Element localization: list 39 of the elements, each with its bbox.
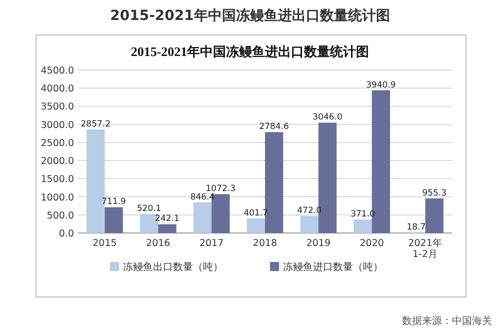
data-label: 955.3	[422, 188, 447, 198]
y-tick-label: 2500.0	[40, 138, 74, 149]
chart-title: 2015-2021年中国冻鳗鱼进出口数量统计图	[110, 7, 390, 24]
x-tick-label: 2021年 1-2月	[408, 237, 442, 260]
x-tick-label: 2017	[199, 238, 224, 249]
legend-label: 冻鳗鱼出口数量（吨）	[123, 261, 223, 273]
data-label: 18.7	[406, 222, 426, 232]
x-tick-label: 2019	[306, 238, 331, 249]
x-tick-label: 2020	[360, 238, 384, 249]
chart-subtitle: 2015-2021年中国冻鳗鱼进出口数量统计图	[130, 44, 370, 59]
bar	[425, 198, 444, 233]
y-tick-label: 2000.0	[40, 156, 74, 168]
y-tick-label: 4000.0	[40, 84, 74, 95]
data-label: 242.1	[155, 214, 180, 224]
bar	[246, 218, 265, 233]
y-tick-label: 3500.0	[40, 102, 74, 113]
bar	[158, 224, 176, 233]
y-tick-label: 1000.0	[40, 192, 74, 204]
x-tick-label: 2015	[92, 238, 117, 249]
data-label: 3046.0	[312, 112, 342, 123]
data-label: 520.1	[136, 204, 162, 214]
y-tick-label: 3000.0	[40, 120, 74, 131]
y-tick-label: 0.0	[58, 228, 74, 240]
data-label: 1072.3	[206, 184, 236, 194]
bar	[193, 202, 212, 233]
data-label: 711.9	[102, 197, 126, 208]
source-note: 数据来源：中国海关	[402, 315, 492, 327]
bar	[300, 216, 318, 233]
data-label: 2784.6	[259, 122, 289, 132]
y-tick-label: 4500.0	[40, 66, 74, 76]
legend-label: 冻鳗鱼进口数量（吨）	[283, 261, 383, 273]
data-label: 3940.9	[366, 80, 396, 90]
x-tick-label: 2018	[252, 238, 278, 249]
bar	[104, 207, 123, 233]
y-tick-label: 1500.0	[40, 174, 74, 186]
x-tick-label: 2016	[146, 238, 170, 249]
y-tick-label: 500.0	[46, 210, 74, 222]
bar	[354, 220, 372, 233]
data-label: 2857.2	[80, 120, 111, 130]
